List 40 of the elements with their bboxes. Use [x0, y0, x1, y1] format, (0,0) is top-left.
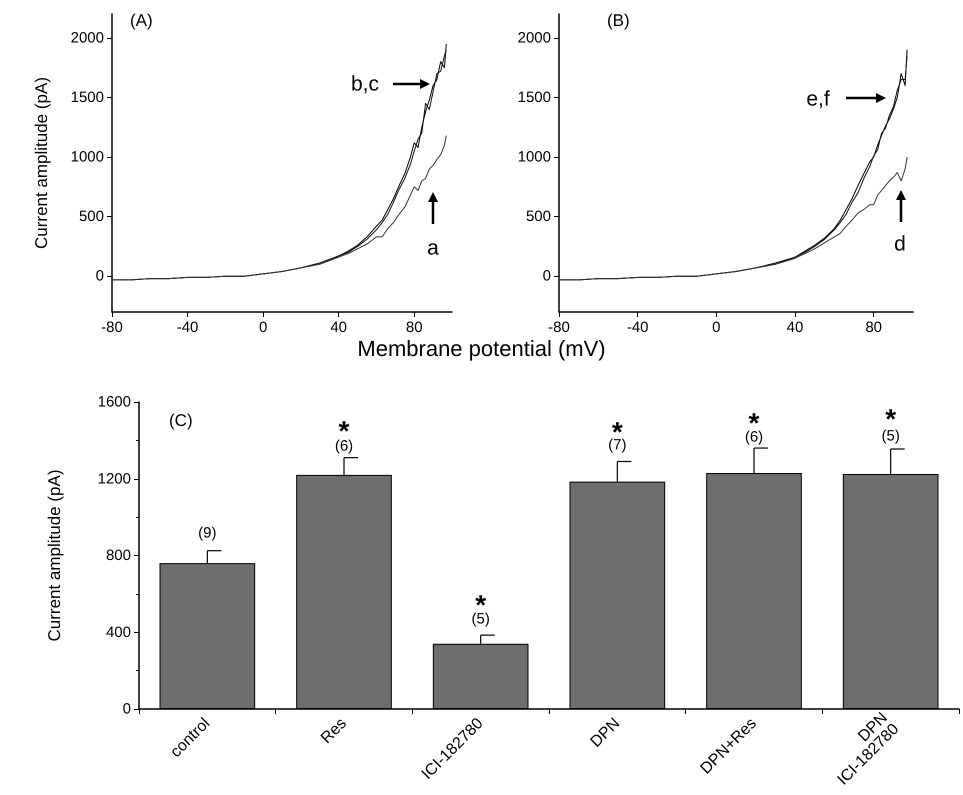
x-tick-label: 80: [406, 319, 423, 336]
x-tick-label: 40: [786, 319, 804, 336]
x-axis-title: Membrane potential (mV): [356, 336, 607, 362]
y-tick-label: 800: [106, 547, 131, 564]
x-tick-label: Res: [318, 714, 350, 748]
x-tick-label: 0: [712, 319, 721, 336]
y-tick-label: 2000: [518, 29, 551, 46]
annotation: d: [894, 232, 906, 256]
y-tick-label: 1200: [98, 470, 131, 488]
annotation: (9): [198, 524, 217, 542]
x-tick-label: -80: [548, 319, 570, 336]
y-tick-label: 1600: [98, 394, 131, 410]
y-tick-label: 1000: [70, 148, 104, 166]
y-tick-label: 500: [78, 208, 104, 226]
y-tick-label: 400: [106, 624, 131, 641]
x-tick-label: 0: [258, 319, 268, 336]
y-tick-label: 1000: [518, 148, 551, 166]
annotation: (C): [169, 411, 193, 430]
y-tick-label: 1500: [518, 88, 551, 106]
annotation: e,f: [806, 88, 830, 110]
y-tick-label: 0: [122, 700, 131, 718]
y-tick-label: 0: [542, 268, 551, 285]
y-tick-label: 500: [526, 208, 551, 226]
y-tick-label: 1500: [70, 88, 104, 106]
annotation: (5): [471, 610, 490, 628]
x-tick-label: 40: [330, 319, 348, 336]
x-tick-label: 80: [865, 319, 882, 336]
annotation: (7): [608, 436, 627, 454]
y-tick-label: 2000: [70, 29, 104, 46]
annotation: a: [427, 236, 440, 260]
x-tick-label: -40: [176, 319, 198, 336]
annotation: (A): [130, 11, 153, 30]
x-tick-label: -80: [101, 319, 123, 336]
y-tick-label: 0: [96, 268, 104, 285]
annotation: (B): [607, 11, 630, 30]
y-axis-title: Current amplitude (pA): [32, 77, 51, 249]
x-tick-label: -40: [626, 319, 649, 336]
y-axis-title: Current amplitude (pA): [45, 470, 64, 642]
annotation: b,c: [350, 72, 380, 96]
annotation: (6): [744, 428, 764, 446]
